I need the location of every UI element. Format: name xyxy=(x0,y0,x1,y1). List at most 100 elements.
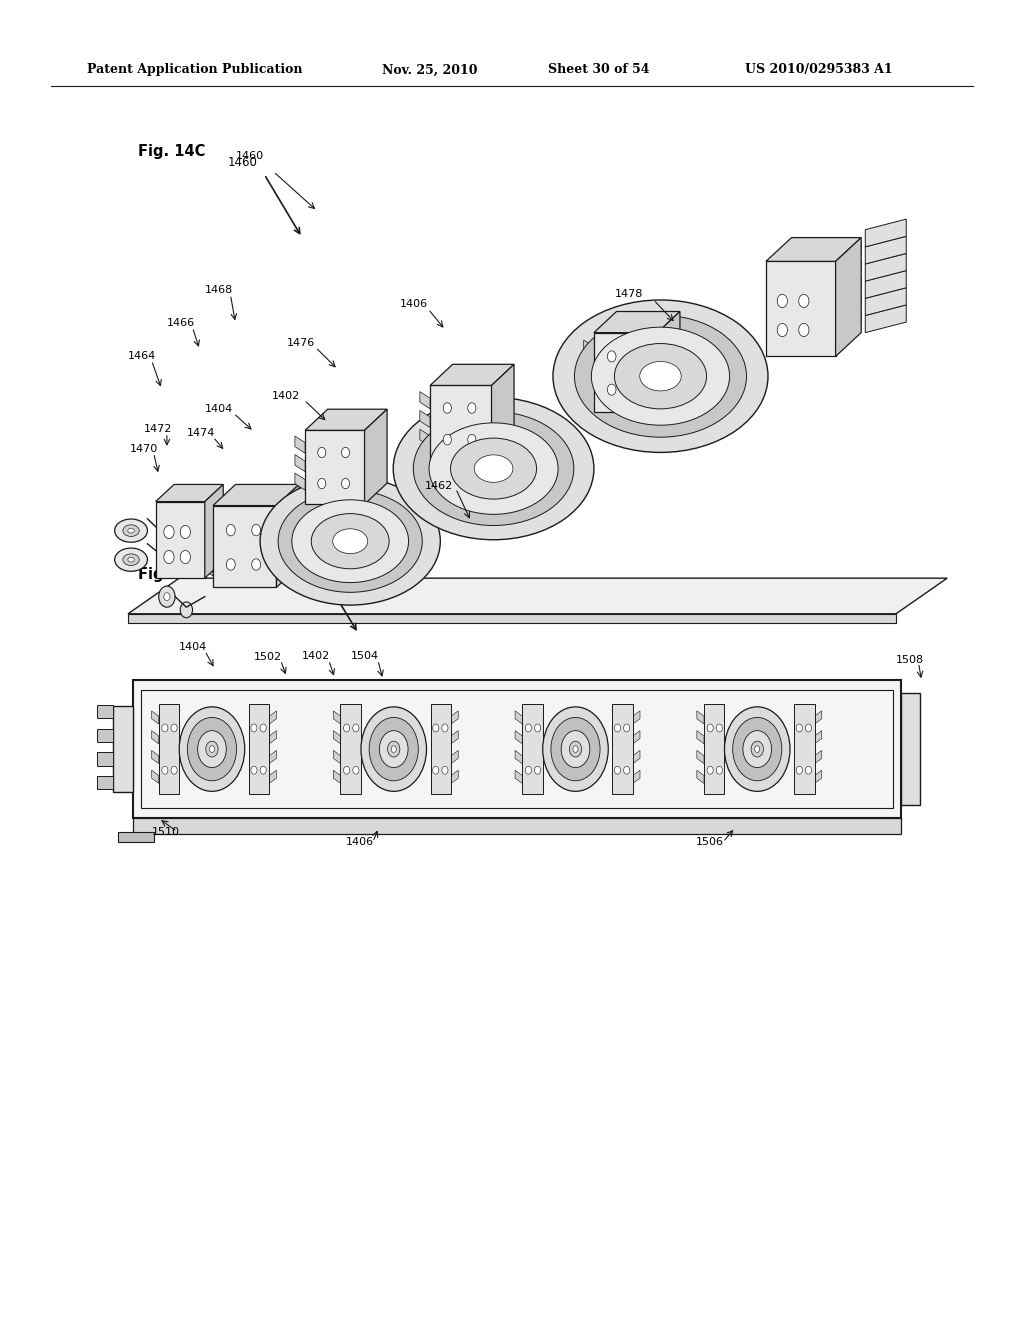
Text: 1462: 1462 xyxy=(425,480,454,491)
Circle shape xyxy=(433,723,439,731)
Circle shape xyxy=(624,723,630,731)
Circle shape xyxy=(162,723,168,731)
Circle shape xyxy=(252,558,260,570)
Text: 1460: 1460 xyxy=(236,150,263,161)
Polygon shape xyxy=(97,776,113,789)
Polygon shape xyxy=(128,578,947,614)
Text: Patent Application Publication: Patent Application Publication xyxy=(87,63,302,77)
Polygon shape xyxy=(128,614,896,623)
Circle shape xyxy=(342,447,349,458)
Polygon shape xyxy=(156,484,223,502)
Polygon shape xyxy=(159,705,179,795)
Circle shape xyxy=(251,723,257,731)
Polygon shape xyxy=(340,705,361,795)
Circle shape xyxy=(171,766,177,774)
Polygon shape xyxy=(865,305,906,333)
Circle shape xyxy=(344,723,350,731)
Circle shape xyxy=(468,403,476,413)
Ellipse shape xyxy=(474,455,513,482)
Polygon shape xyxy=(113,706,133,792)
Circle shape xyxy=(777,323,787,337)
Polygon shape xyxy=(865,253,906,281)
Ellipse shape xyxy=(123,525,139,536)
Text: 1404: 1404 xyxy=(179,642,208,652)
Polygon shape xyxy=(365,409,387,504)
Text: 1476: 1476 xyxy=(287,338,315,348)
Polygon shape xyxy=(249,705,269,795)
Circle shape xyxy=(614,723,621,731)
Circle shape xyxy=(799,323,809,337)
Ellipse shape xyxy=(755,746,760,752)
Polygon shape xyxy=(334,771,340,784)
Ellipse shape xyxy=(187,718,237,780)
Polygon shape xyxy=(203,510,213,527)
Polygon shape xyxy=(836,238,861,356)
Polygon shape xyxy=(766,238,861,261)
Polygon shape xyxy=(657,312,680,412)
Polygon shape xyxy=(836,243,861,277)
Ellipse shape xyxy=(614,343,707,409)
Ellipse shape xyxy=(451,438,537,499)
Polygon shape xyxy=(865,288,906,315)
Polygon shape xyxy=(766,261,836,356)
Circle shape xyxy=(707,723,713,731)
Circle shape xyxy=(352,723,359,731)
Ellipse shape xyxy=(115,519,147,543)
Ellipse shape xyxy=(115,548,147,572)
Circle shape xyxy=(799,294,809,308)
Ellipse shape xyxy=(209,746,215,752)
Ellipse shape xyxy=(725,708,791,792)
Circle shape xyxy=(525,723,531,731)
Ellipse shape xyxy=(292,500,409,582)
Text: 1508: 1508 xyxy=(896,655,924,665)
Text: 1406: 1406 xyxy=(399,298,427,309)
Circle shape xyxy=(342,478,349,488)
Polygon shape xyxy=(815,771,822,784)
Circle shape xyxy=(442,723,449,731)
Circle shape xyxy=(443,434,452,445)
Ellipse shape xyxy=(380,731,409,768)
Ellipse shape xyxy=(733,718,782,780)
Text: 1404: 1404 xyxy=(205,404,233,414)
Polygon shape xyxy=(901,693,920,805)
Polygon shape xyxy=(305,409,387,430)
Polygon shape xyxy=(334,710,340,725)
Text: 1466: 1466 xyxy=(167,318,195,329)
Polygon shape xyxy=(584,360,594,378)
Polygon shape xyxy=(522,705,543,795)
Polygon shape xyxy=(334,750,340,763)
Text: Nov. 25, 2010: Nov. 25, 2010 xyxy=(382,63,478,77)
Polygon shape xyxy=(696,771,705,784)
Text: 1406: 1406 xyxy=(346,837,374,847)
Polygon shape xyxy=(269,710,276,725)
Ellipse shape xyxy=(388,742,400,758)
Polygon shape xyxy=(515,771,522,784)
Circle shape xyxy=(164,593,170,601)
Polygon shape xyxy=(696,731,705,744)
Polygon shape xyxy=(633,731,640,744)
Polygon shape xyxy=(452,710,459,725)
Text: 1478: 1478 xyxy=(614,289,643,300)
Ellipse shape xyxy=(551,718,600,780)
Polygon shape xyxy=(836,294,861,329)
Ellipse shape xyxy=(640,362,681,391)
Circle shape xyxy=(317,478,326,488)
Polygon shape xyxy=(594,312,680,333)
Ellipse shape xyxy=(592,327,729,425)
Polygon shape xyxy=(515,750,522,763)
Ellipse shape xyxy=(198,731,226,768)
Circle shape xyxy=(251,766,257,774)
Circle shape xyxy=(252,524,260,536)
Text: US 2010/0295383 A1: US 2010/0295383 A1 xyxy=(745,63,893,77)
Polygon shape xyxy=(836,277,861,312)
Text: 1506: 1506 xyxy=(696,837,724,847)
Circle shape xyxy=(717,723,723,731)
Text: 1500: 1500 xyxy=(282,554,311,568)
Text: 1470: 1470 xyxy=(130,444,159,454)
Polygon shape xyxy=(815,710,822,725)
Circle shape xyxy=(171,723,177,731)
Polygon shape xyxy=(203,543,213,560)
Text: 1502: 1502 xyxy=(254,652,282,663)
Circle shape xyxy=(443,403,452,413)
Circle shape xyxy=(468,434,476,445)
